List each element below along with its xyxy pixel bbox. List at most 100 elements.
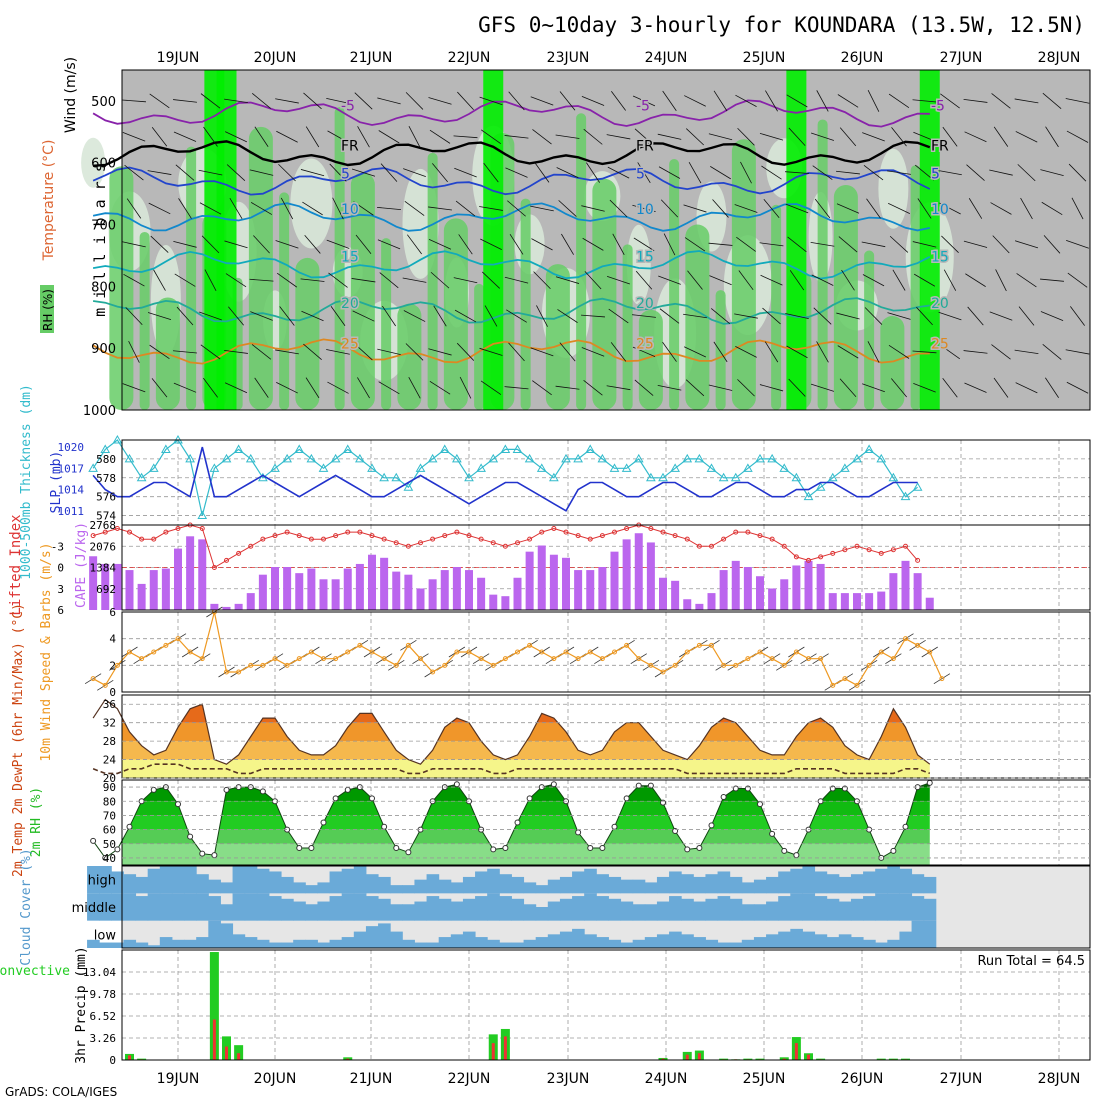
wind-axis-label: Wind (m/s) [63,57,79,133]
thickness-point [112,434,123,444]
wind-barb [254,126,269,147]
cape-bar [186,536,195,610]
wind-speed-point [648,662,654,668]
cape-bar [246,593,255,610]
cloud-cover-bar [171,866,185,894]
cloud-cover-bar [232,893,246,921]
wind-barb [734,204,758,213]
cloud-cover-bar [778,871,791,894]
wind-barb [531,238,553,251]
wind-speed-point [418,656,423,662]
wind-tick-label: 6 [109,606,116,619]
lifted-index-point [551,526,557,532]
temperature-contour-label: -5 [636,98,650,114]
cloud-cover-bar [547,934,561,948]
wind-barb [530,96,554,106]
cape-bar [319,579,328,610]
rh-band [122,801,930,816]
wind-barb [816,90,829,112]
lifted-index-point [418,540,423,546]
wind-barb [788,378,806,397]
lifted-index-point [333,533,339,539]
wind-barb [812,165,833,180]
cloud-cover-bar [875,893,888,921]
rh-point [90,837,97,844]
rh-point [599,845,606,851]
rh-moist-plume [279,192,290,410]
wind-barb [432,163,448,183]
cloud-cover-bar [244,866,258,894]
cloud-cover-bar [499,896,512,921]
cloud-cover-bar [741,904,755,921]
thickness-point [536,463,547,472]
thickness-axis-label: 1000-500mb Thickness (dm) [19,384,34,580]
wind-barb [1018,306,1035,326]
rh-saturated-column [919,70,940,410]
lifted-index-point [793,554,799,560]
wind-barb [989,169,1013,176]
lifted-index-point [502,543,508,549]
wind-speed-point [890,656,896,662]
wind-barb [505,167,528,178]
cloud-cover-bar [414,879,428,894]
cloud-cover-bar [850,937,864,948]
wind-barb [663,233,676,256]
cloud-cover-bar [766,934,779,948]
cloud-cover-bar [669,896,682,921]
wind-barb [888,344,910,359]
precip-convective-bar [807,1054,810,1060]
cloud-cover-bar [317,901,331,921]
wind-barb [712,199,729,218]
wind-barb [126,198,142,219]
thickness-point [646,472,656,482]
rh-moist-plume [520,198,531,410]
cloud-cover-bar [365,896,379,921]
cloud-cover-bar [632,904,646,921]
rh-point [696,845,703,851]
cloud-cover-bar [293,901,306,921]
rh-saturated-column [216,70,237,410]
wind-barb [507,200,526,217]
wind-barb [841,269,855,291]
wind-barb [836,312,860,320]
temperature-contour-label: 15 [931,250,949,266]
cloud-cover-bar [123,893,137,921]
lifted-index-point [442,533,448,539]
wind-speed-point [769,656,775,662]
cloud-cover-bar [244,893,258,921]
wind-speed-point [187,649,193,655]
wind-barb [200,93,221,109]
cloud-cover-bar [523,904,537,921]
cape-bar [598,567,607,610]
cape-bar [210,603,219,610]
rh-series-line [92,782,930,859]
lifted-index-point [587,536,593,542]
wind-barb [839,127,857,147]
wind-barb [326,97,350,104]
wind-barb [454,167,477,178]
cloud-cover-bar [572,928,585,948]
lifted-index-point [139,536,145,542]
rh-point [369,795,375,802]
cloud-cover-bar [899,893,913,921]
cape-tick-label: 2076 [90,540,117,553]
wind-speed-point [612,649,617,655]
cloud-cover-bar [329,896,343,921]
wind-barb [991,93,1011,109]
cape-bar [792,565,801,610]
temperature-contour-label: 5 [636,166,645,182]
precip-tick-label: 3.26 [90,1032,117,1045]
wind-barb [1017,164,1036,182]
thickness-point [233,444,244,453]
cloud-cover-bar [390,904,403,921]
lifted-index-point [806,557,811,563]
cloud-cover-bar [802,893,816,921]
wind-barb [378,130,400,144]
wind-barb [173,99,197,103]
cloud-axis-label: Cloud Cover (%) [19,848,34,965]
wind-barb [1066,130,1089,143]
wind-10m-axis-label: 10m Wind Speed & Barbs (m/s) [39,542,54,761]
wind-barb [557,309,578,323]
wind-barb [226,164,246,182]
cloud-cover-bar [875,868,888,894]
